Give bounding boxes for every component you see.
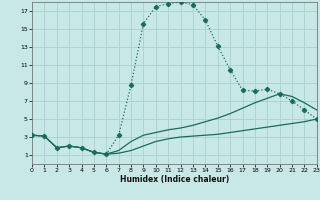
- X-axis label: Humidex (Indice chaleur): Humidex (Indice chaleur): [120, 175, 229, 184]
